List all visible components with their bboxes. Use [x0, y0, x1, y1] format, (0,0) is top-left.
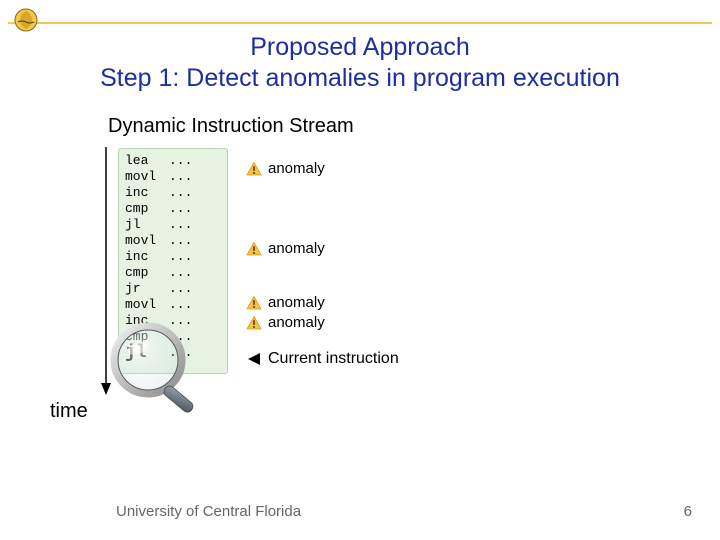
anomaly-label: anomaly [268, 240, 325, 257]
instruction-args: ... [169, 153, 221, 169]
anomaly-annotation: anomaly [246, 160, 325, 177]
instruction-mnemonic: movl [125, 169, 169, 185]
instruction-mnemonic: inc [125, 313, 169, 329]
instruction-args: ... [169, 233, 221, 249]
current-instruction-label: Current instruction [268, 350, 399, 368]
instruction-row: movl... [125, 233, 221, 249]
instruction-args: ... [169, 185, 221, 201]
instruction-args: ... [169, 329, 221, 345]
instruction-args: ... [169, 281, 221, 297]
anomaly-label: anomaly [268, 160, 325, 177]
time-axis-arrow-icon [100, 147, 112, 397]
instruction-stream: lea...movl...inc...cmp...jl...movl...inc… [118, 148, 228, 374]
stream-heading: Dynamic Instruction Stream [108, 115, 354, 138]
instruction-row: inc... [125, 249, 221, 265]
instruction-args: ... [169, 313, 221, 329]
anomaly-label: anomaly [268, 314, 325, 331]
instruction-row: inc... [125, 185, 221, 201]
instruction-row: jr... [125, 281, 221, 297]
instruction-args: ... [169, 345, 221, 361]
instruction-args: ... [169, 249, 221, 265]
instruction-mnemonic: cmp [125, 201, 169, 217]
instruction-row: movl... [125, 169, 221, 185]
instruction-row: lea... [125, 153, 221, 169]
slide-number: 6 [684, 503, 692, 520]
anomaly-annotation: anomaly [246, 314, 325, 331]
instruction-row: cmp... [125, 265, 221, 281]
instruction-args: ... [169, 217, 221, 233]
instruction-mnemonic: inc [125, 185, 169, 201]
warning-icon [246, 241, 262, 257]
title-line-2: Step 1: Detect anomalies in program exec… [0, 63, 720, 94]
instruction-row: cmp... [125, 201, 221, 217]
anomaly-annotation: anomaly [246, 294, 325, 311]
instruction-mnemonic: cmp [125, 265, 169, 281]
slide-title: Proposed Approach Step 1: Detect anomali… [0, 32, 720, 95]
anomaly-label: anomaly [268, 294, 325, 311]
instruction-row: inc... [125, 313, 221, 329]
instruction-mnemonic: movl [125, 297, 169, 313]
time-axis-label: time [50, 400, 88, 423]
instruction-mnemonic: jr [125, 281, 169, 297]
slide: Proposed Approach Step 1: Detect anomali… [0, 0, 720, 540]
instruction-mnemonic: inc [125, 249, 169, 265]
title-line-1: Proposed Approach [0, 32, 720, 63]
instruction-mnemonic: movl [125, 233, 169, 249]
footer-affiliation: University of Central Florida [116, 503, 301, 520]
warning-icon [246, 161, 262, 177]
instruction-mnemonic: jl [125, 345, 169, 361]
current-instruction-annotation: Current instruction [246, 350, 399, 368]
instruction-mnemonic: jl [125, 217, 169, 233]
instruction-row: movl... [125, 297, 221, 313]
pointer-left-icon [246, 351, 262, 367]
instruction-row: jl... [125, 217, 221, 233]
instruction-mnemonic: lea [125, 153, 169, 169]
anomaly-annotation: anomaly [246, 240, 325, 257]
warning-icon [246, 315, 262, 331]
instruction-args: ... [169, 201, 221, 217]
instruction-args: ... [169, 297, 221, 313]
instruction-args: ... [169, 265, 221, 281]
instruction-row: jl... [125, 345, 221, 361]
warning-icon [246, 295, 262, 311]
instruction-args: ... [169, 169, 221, 185]
top-rule [8, 22, 712, 24]
